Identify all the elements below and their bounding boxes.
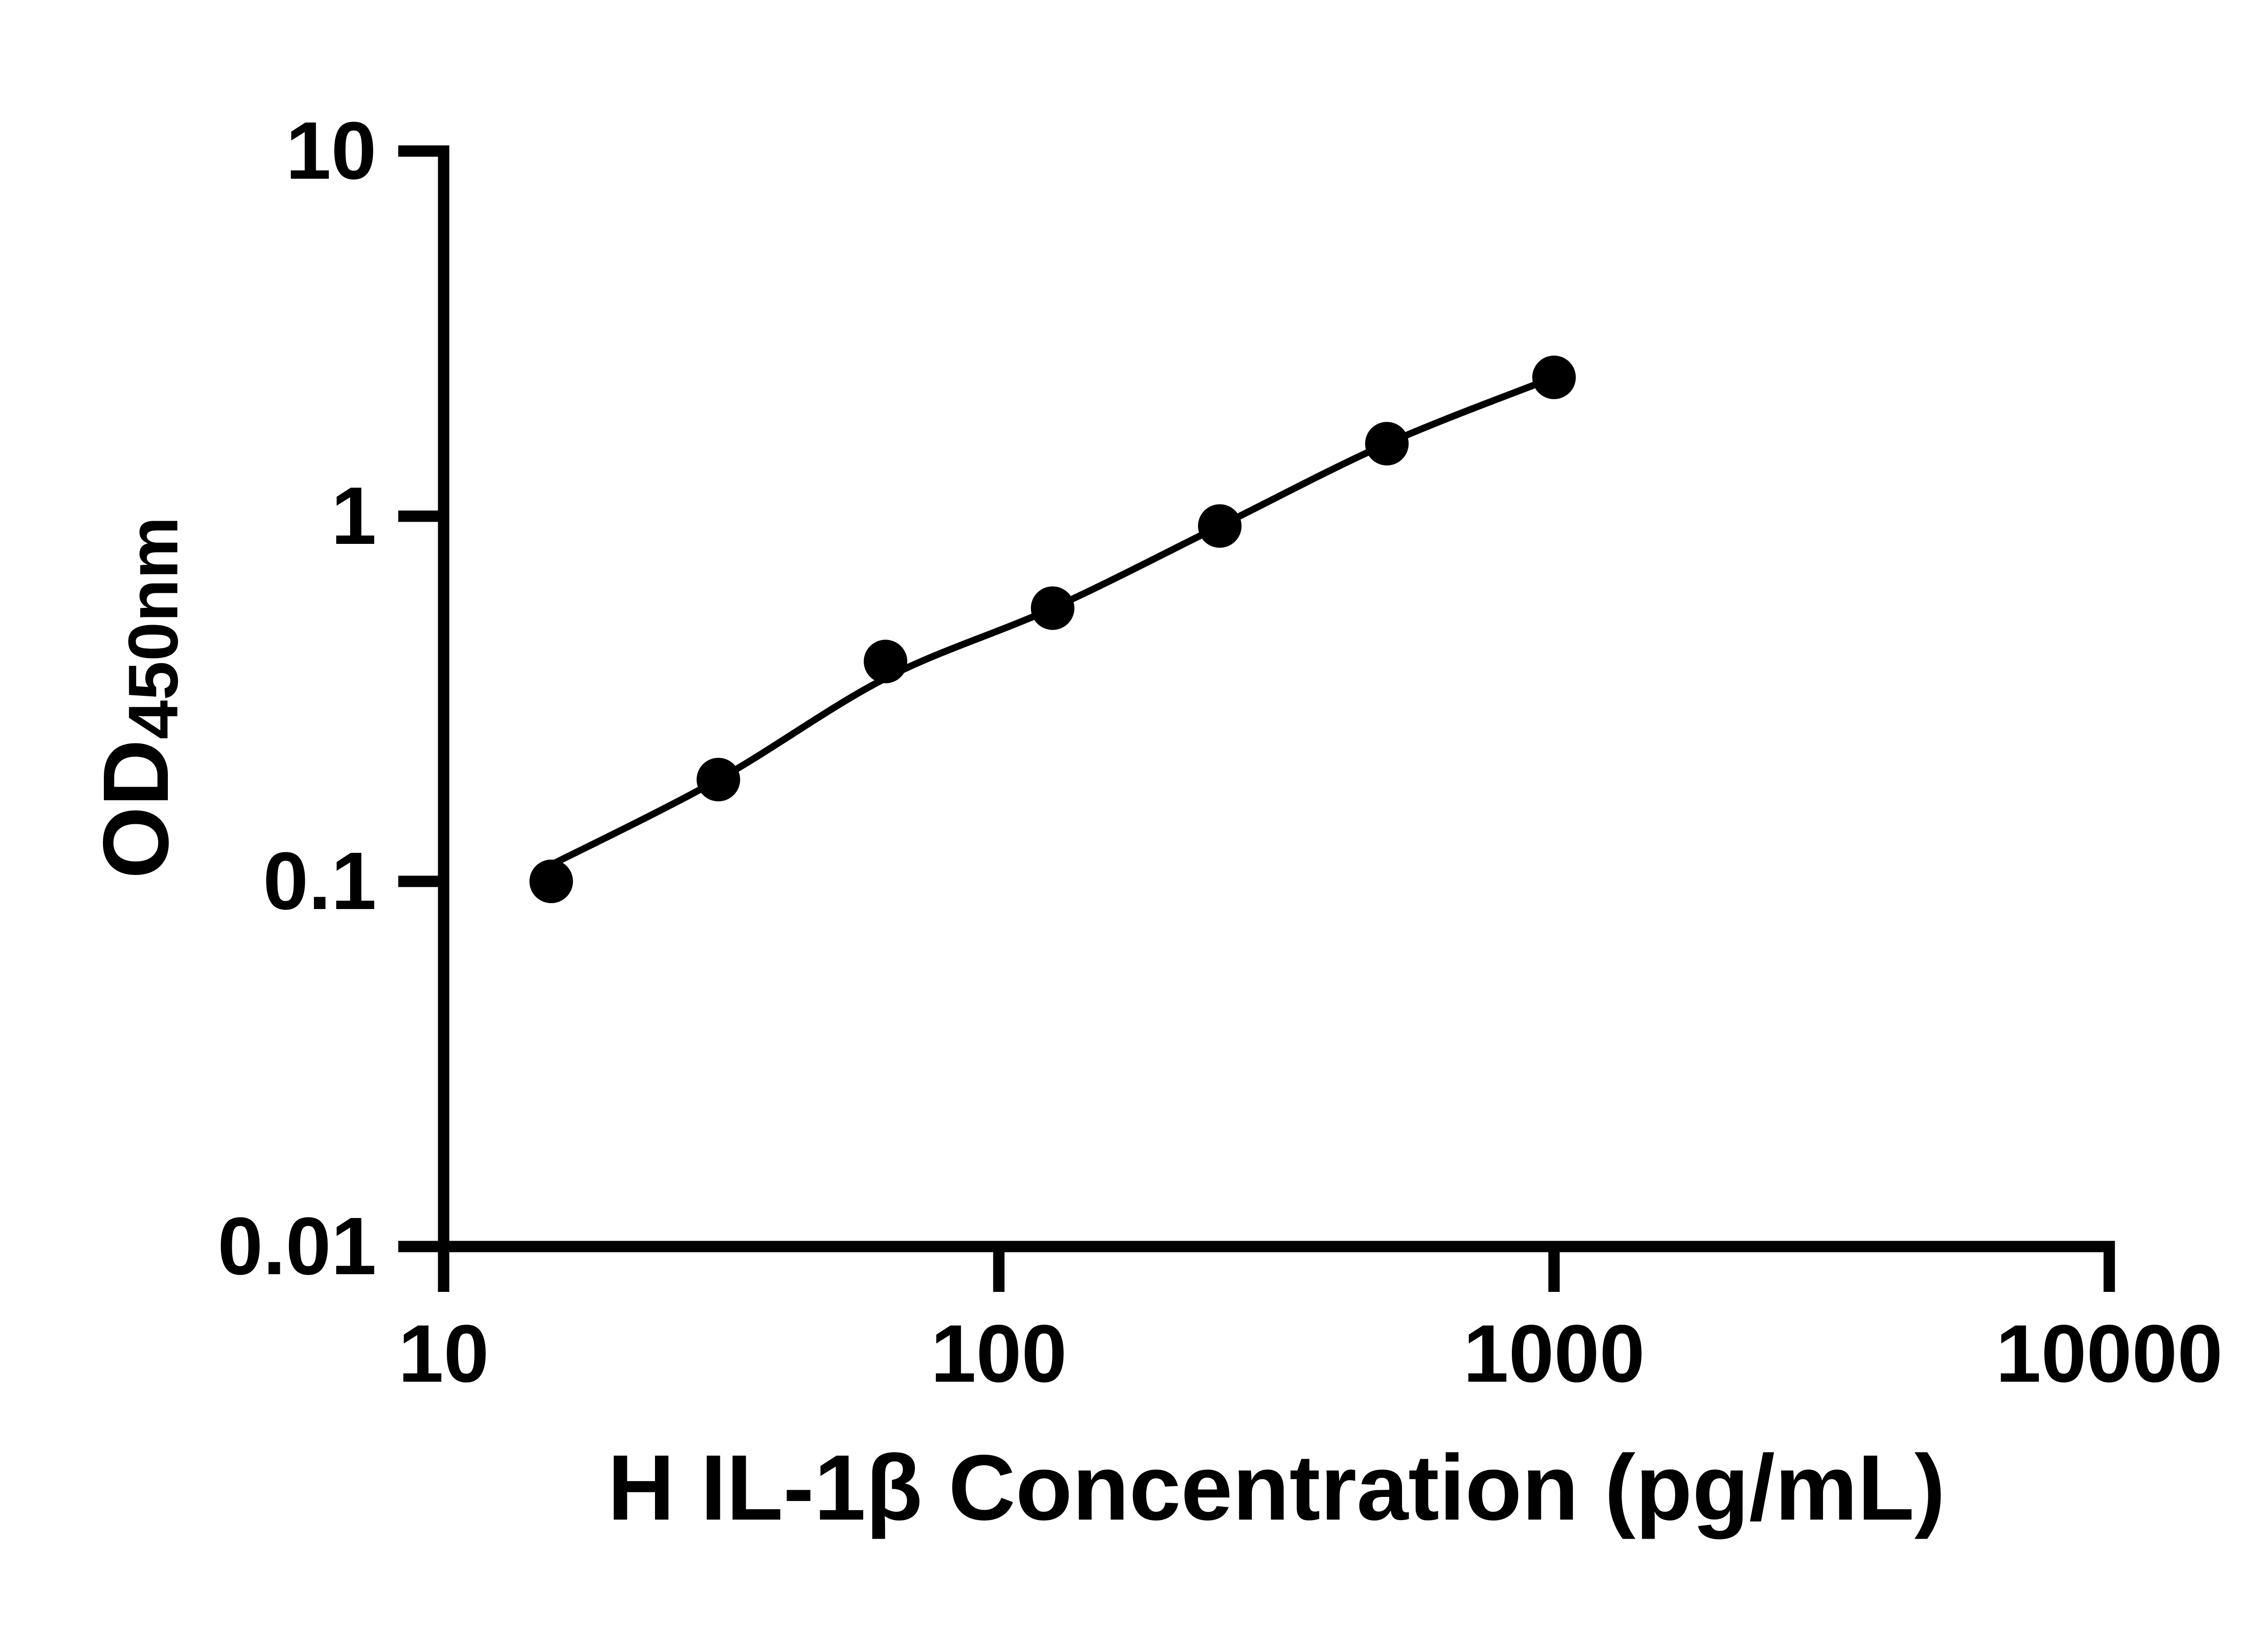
data-point-marker [1031, 586, 1075, 630]
data-point-marker [1198, 504, 1242, 548]
y-tick-label: 1 [331, 470, 376, 562]
x-tick-label: 10000 [1995, 1308, 2223, 1399]
data-point-marker [1532, 355, 1576, 399]
x-tick-label: 1000 [1463, 1308, 1645, 1399]
data-point-marker [696, 758, 740, 802]
y-tick-label: 0.01 [217, 1201, 376, 1292]
data-point-marker [864, 640, 908, 684]
y-tick-label: 0.1 [263, 836, 376, 927]
y-tick-label: 10 [285, 105, 376, 196]
x-tick-label: 10 [398, 1308, 489, 1399]
y-axis-title: OD 450nm [77, 335, 195, 1061]
x-tick-label: 100 [930, 1308, 1067, 1399]
data-point-marker [529, 860, 573, 903]
x-axis-title: H IL-1β Concentration (pg/mL) [607, 1436, 1945, 1540]
data-point-marker [1365, 422, 1409, 466]
